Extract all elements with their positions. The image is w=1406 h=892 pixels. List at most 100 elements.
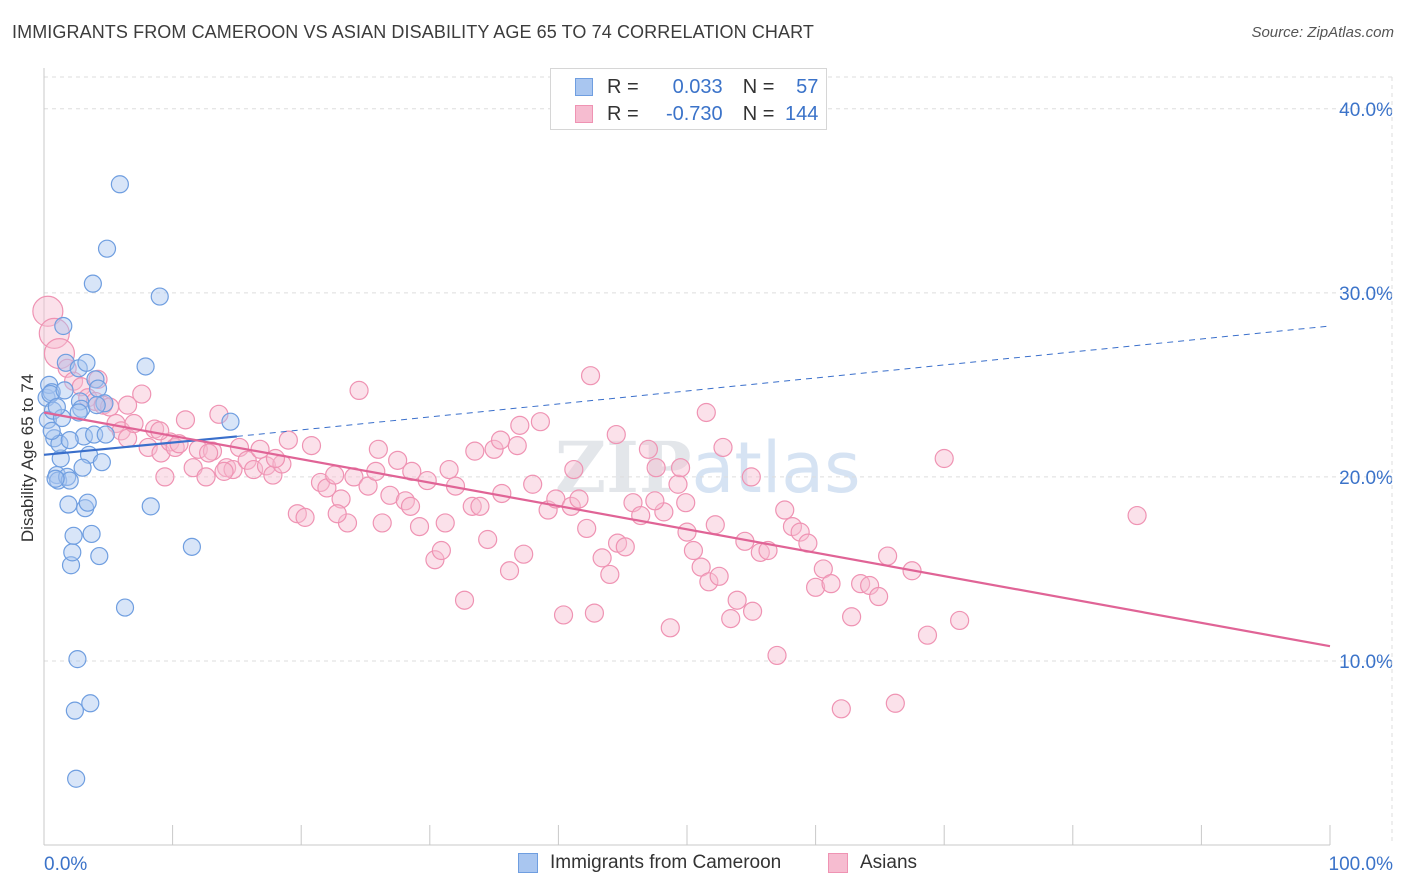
data-point-cameroon [59, 495, 78, 514]
data-point-asians [676, 493, 696, 513]
data-point-cameroon [87, 396, 106, 415]
data-point-asians [917, 625, 938, 645]
data-point-asians [1127, 505, 1147, 526]
legend-label: Asians [860, 852, 918, 873]
data-point-asians [395, 491, 415, 511]
data-point-asians [514, 544, 534, 564]
data-point-asians [499, 561, 520, 581]
blue-swatch [575, 78, 593, 96]
data-point-cameroon [38, 410, 57, 429]
data-point-asians [645, 491, 665, 511]
data-point-cameroon [42, 421, 61, 440]
data-point-cameroon [96, 425, 115, 444]
data-point-asians [546, 489, 566, 509]
x-tick-label: 100.0% [1329, 854, 1394, 875]
data-point-asians [742, 601, 763, 621]
data-point-asians [721, 609, 741, 629]
data-point-asians [454, 590, 475, 610]
data-point-asians [388, 450, 408, 470]
data-point-asians [553, 605, 574, 625]
data-point-cameroon [45, 429, 64, 448]
y-tick-label: 10.0% [1339, 652, 1393, 673]
chart-title: IMMIGRANTS FROM CAMEROON VS ASIAN DISABI… [12, 22, 815, 42]
data-point-asians [592, 548, 612, 568]
n-value: 57 [796, 75, 819, 98]
data-point-asians [507, 436, 527, 456]
data-point-asians [490, 430, 511, 450]
data-point-asians [199, 443, 219, 463]
data-point-asians [580, 366, 601, 386]
data-point-asians [950, 610, 970, 631]
pink-swatch [828, 853, 848, 873]
data-point-cameroon [65, 701, 84, 720]
data-point-asians [327, 504, 347, 524]
data-point-asians [813, 559, 833, 579]
data-point-cameroon [81, 694, 100, 713]
data-point-asians [670, 458, 691, 478]
data-point-cameroon [115, 598, 135, 617]
data-point-cameroon [60, 471, 79, 490]
data-point-asians [660, 618, 680, 638]
data-point-asians [155, 467, 175, 487]
data-point-asians [869, 586, 889, 607]
data-point-asians [709, 566, 729, 586]
data-point-asians [705, 515, 725, 535]
data-point-cameroon [150, 287, 169, 306]
data-point-cameroon [54, 316, 73, 336]
data-point-asians [638, 439, 659, 459]
data-point-asians [530, 412, 550, 432]
data-point-asians [295, 507, 315, 527]
y-tick-label: 20.0% [1339, 468, 1393, 489]
data-point-asians [196, 467, 216, 487]
data-point-asians [584, 603, 605, 623]
data-point-asians [132, 384, 152, 404]
data-point-asians [699, 572, 719, 592]
data-point-asians [577, 518, 597, 539]
data-point-asians [465, 441, 485, 461]
legend-row-cameroon: R = 0.033 N = 57 [575, 75, 818, 99]
data-point-asians [564, 459, 584, 480]
data-point-asians [358, 476, 378, 496]
data-point-cameroon [90, 546, 109, 566]
data-point-asians [435, 513, 455, 533]
data-point-cameroon [136, 357, 155, 376]
y-axis-label: Disability Age 65 to 74 [18, 374, 37, 542]
data-point-cameroon [97, 239, 117, 258]
data-point-cameroon [182, 537, 201, 556]
data-point-asians [331, 489, 351, 509]
data-point-asians [831, 699, 851, 719]
data-point-cameroon [82, 524, 101, 544]
bottom-legend-cameroon: Immigrants from Cameroon [518, 852, 781, 874]
data-point-cameroon [68, 650, 87, 669]
n-label: N = [742, 102, 775, 125]
data-point-cameroon [221, 412, 240, 431]
r-value: 0.033 [672, 75, 723, 98]
trend-line-cameroon-extension [236, 325, 1331, 437]
data-point-asians [691, 557, 711, 577]
data-point-asians [117, 395, 138, 415]
data-point-asians [400, 496, 421, 516]
data-point-cameroon [73, 458, 92, 477]
data-point-asians [696, 402, 716, 423]
data-point-asians [209, 404, 229, 424]
blue-swatch [518, 853, 538, 873]
data-point-asians [767, 645, 787, 666]
data-point-asians [727, 590, 747, 610]
r-value: -0.730 [665, 102, 723, 125]
data-point-asians [265, 448, 286, 469]
data-point-cameroon [77, 353, 96, 372]
legend-row-asians: R = -0.730 N = 144 [575, 102, 818, 126]
data-point-cameroon [92, 453, 111, 472]
data-point-asians [615, 537, 635, 557]
trend-line-asians [43, 411, 1331, 648]
y-tick-label: 40.0% [1339, 100, 1393, 121]
data-point-asians [805, 577, 826, 597]
data-point-cameroon [83, 274, 102, 293]
data-point-asians [175, 410, 196, 430]
watermark: ZIPatlas [555, 426, 861, 509]
data-point-cameroon [61, 556, 81, 575]
pink-swatch [575, 105, 593, 123]
data-point-asians [150, 421, 170, 441]
data-point-asians [409, 516, 430, 537]
